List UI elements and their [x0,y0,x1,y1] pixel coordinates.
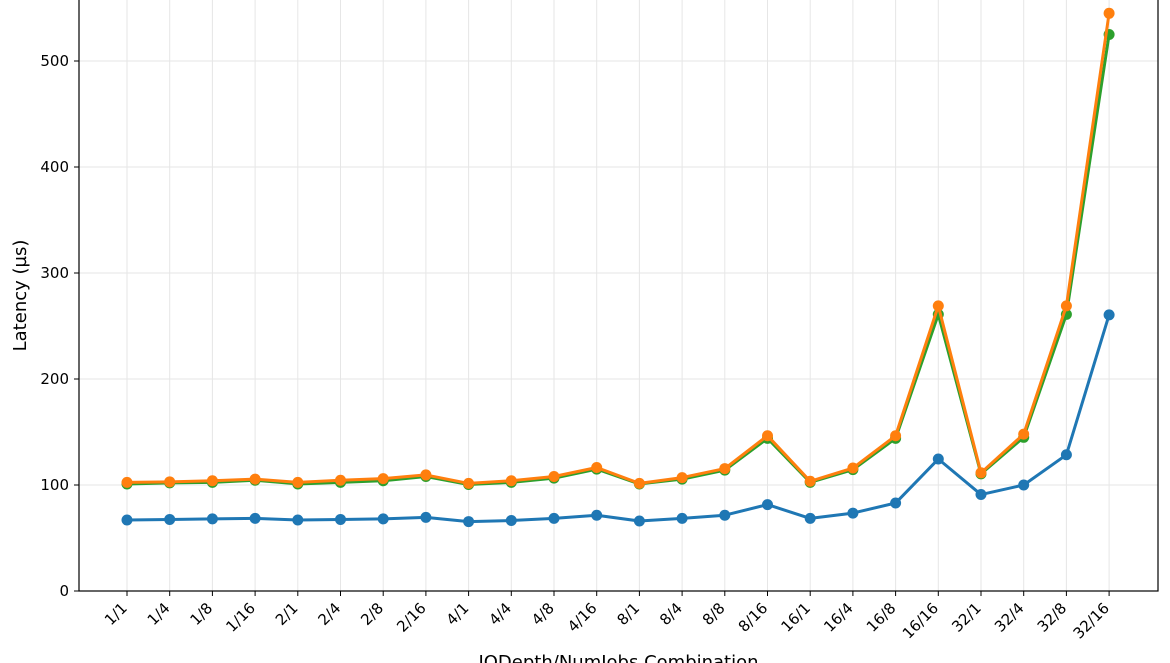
x-tick-label: 8/4 [656,599,686,629]
data-point [847,462,859,474]
x-tick-label: 16/16 [899,599,942,642]
data-point [975,467,987,479]
x-tick-label: 4/1 [443,599,473,629]
data-point [292,514,304,526]
data-point [719,509,731,521]
data-point [1018,479,1030,491]
data-point [591,462,603,474]
data-point [548,471,560,483]
x-tick-label: 1/4 [144,599,174,629]
x-tick-label: 16/4 [820,599,857,636]
data-point [1103,7,1115,19]
data-point [335,513,346,525]
data-point [206,513,218,525]
data-point [335,474,346,486]
x-tick-label: 2/4 [315,599,345,629]
x-tick-label: 32/1 [948,599,985,636]
data-point [548,512,560,524]
data-point [932,300,944,312]
x-tick-label: 2/16 [393,599,430,636]
data-point [719,463,731,475]
data-point [804,512,816,524]
data-point [804,475,816,487]
x-tick-label: 8/1 [613,599,643,629]
y-axis-title: Latency (µs) [10,240,31,352]
data-point [890,497,902,509]
y-tick-label: 0 [59,582,69,600]
x-tick-label: 2/8 [357,599,387,629]
data-point [676,512,688,524]
y-tick-label: 200 [40,370,69,388]
x-tick-label: 2/1 [272,599,302,629]
x-tick-label: 1/8 [186,599,216,629]
x-tick-label: 8/16 [735,599,772,636]
data-point [420,469,432,481]
series-line [126,314,1111,524]
data-point [676,472,688,484]
data-point [762,499,773,511]
x-tick-label: 32/8 [1034,599,1071,636]
series-2 [121,29,1115,490]
x-tick-label: 32/4 [991,599,1028,636]
data-point [249,512,261,524]
data-point [1060,449,1072,461]
data-point [249,473,261,485]
y-tick-label: 400 [40,158,69,176]
data-point [975,489,987,501]
series-layer [121,7,1115,528]
data-point [633,515,645,527]
data-point [420,511,432,523]
data-point [633,477,645,489]
x-tick-label: 32/16 [1070,599,1113,642]
data-point [164,476,176,488]
series-1 [121,309,1115,528]
data-point [1060,300,1072,312]
x-tick-label: 8/8 [699,599,729,629]
x-tick-label: 4/16 [564,599,601,636]
data-point [847,507,859,519]
x-tick-label: 16/8 [863,599,900,636]
data-point [932,453,944,465]
x-tick-label: 16/1 [777,599,814,636]
data-point [164,513,176,525]
plot-frame [78,0,1159,592]
y-tick-label: 500 [40,52,69,70]
data-point [1018,428,1030,440]
data-point [121,476,133,488]
x-tick-label: 1/16 [222,599,259,636]
data-point [206,475,218,487]
x-tick-label: 4/8 [528,599,558,629]
data-point [463,477,475,489]
data-point [890,430,902,442]
tick-layer: 0 100 200 300 400 500 1/1 1/4 1/8 1/16 2/1 2/4 2/8 2/… [40,52,1113,642]
series-3 [121,7,1115,489]
x-tick-label: 1/1 [101,599,131,629]
grid [79,0,1158,592]
data-point [463,516,475,528]
data-point [377,473,389,485]
series-line [126,34,1111,486]
data-point [591,509,603,521]
y-tick-label: 100 [40,476,69,494]
y-tick-label: 300 [40,264,69,282]
data-point [762,430,773,442]
x-tick-label: 4/4 [485,599,515,629]
data-point [121,514,133,526]
x-axis-title: IODepth/NumJobs Combination [478,652,758,663]
data-point [377,513,389,525]
data-point [292,476,304,488]
data-point [1103,309,1115,321]
data-point [505,515,517,527]
series-line [126,13,1111,485]
data-point [505,475,517,487]
